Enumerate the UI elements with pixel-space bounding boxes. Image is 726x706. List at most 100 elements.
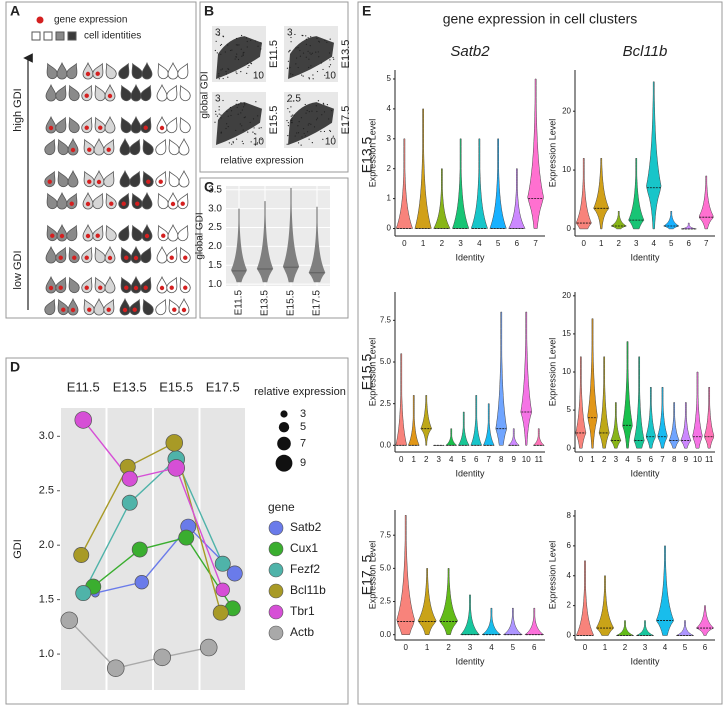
bubble (214, 555, 231, 572)
point-texture (215, 40, 217, 42)
x-tick-label: 3 (614, 455, 619, 464)
point-texture (219, 44, 222, 46)
point-texture (295, 63, 297, 65)
cell-drop (177, 224, 189, 242)
y-tick-label: 1.0 (39, 648, 54, 660)
legend-swatch (268, 562, 284, 578)
legend-text: 5 (300, 421, 306, 433)
violin (575, 560, 595, 636)
cell-drop (129, 170, 141, 188)
panel-d-frame (5, 357, 349, 705)
cell-drop (130, 115, 142, 134)
point-texture (242, 53, 244, 55)
expression-dot (172, 307, 177, 312)
point-texture (300, 117, 303, 119)
expression-dot (183, 255, 188, 260)
cell-drop (141, 223, 153, 242)
cell-drop (105, 192, 117, 210)
point-texture (290, 73, 292, 75)
x-tick-label: E15.5 (159, 379, 193, 394)
point-texture (306, 109, 308, 112)
cell-drop (120, 84, 132, 102)
x-tick-label: 5 (511, 643, 516, 652)
bubble (226, 565, 243, 582)
cell-drop (120, 276, 132, 294)
x-tick-label: 6 (515, 239, 520, 248)
cell-drop (179, 246, 191, 264)
cell-drop (103, 138, 115, 156)
series-line (68, 619, 209, 669)
point-texture (250, 62, 252, 64)
cell-drop (129, 138, 141, 156)
point-texture (255, 77, 257, 79)
expression-dot (72, 255, 77, 260)
point-texture (255, 133, 257, 135)
expression-dot (109, 201, 114, 206)
point-texture (302, 35, 304, 37)
legend-swatch (268, 541, 284, 557)
x-tick-label: E13.5 (260, 290, 271, 317)
x-tick-label: 3 (437, 455, 442, 464)
cell-drop (93, 297, 105, 316)
panel-label: D (10, 359, 20, 375)
cell-drop (81, 276, 93, 294)
point-texture (286, 119, 288, 122)
x-tick-label: 10 (253, 137, 265, 148)
legend-text: Actb (290, 625, 314, 639)
expression-dot (144, 233, 150, 239)
cell-drop (155, 298, 167, 316)
point-texture (292, 74, 294, 76)
y-tick-label: 2.5 (380, 399, 392, 408)
expression-dot (181, 307, 187, 313)
point-texture (236, 99, 238, 102)
point-texture (218, 113, 220, 115)
y-tick-label: 0.0 (380, 440, 392, 449)
point-texture (256, 142, 259, 144)
y-axis-label: global GDI (195, 212, 206, 259)
panel-title: gene expression in cell clusters (443, 11, 638, 27)
x-tick-label: 7 (660, 455, 665, 464)
point-texture (318, 40, 320, 42)
cell-drop (55, 84, 67, 102)
point-texture (287, 135, 289, 137)
cell-drop (55, 276, 67, 294)
expression-dot (85, 233, 91, 239)
expression-dot (106, 307, 111, 312)
point-texture (302, 75, 304, 77)
y-tick-label: 2 (567, 601, 572, 610)
y-tick-label: 5.0 (380, 357, 392, 366)
x-tick-label: 8 (672, 455, 677, 464)
violin (420, 395, 433, 446)
point-texture (290, 119, 292, 122)
cell-drop (141, 61, 153, 80)
point-texture (215, 110, 217, 112)
violin (407, 395, 420, 446)
y-tick-label: 10 (562, 367, 571, 376)
point-texture (235, 71, 237, 73)
expression-dot (124, 255, 129, 260)
y-axis-label: Expression Level (547, 541, 557, 610)
point-texture (291, 114, 294, 116)
cell-drop (131, 62, 143, 80)
cell-drop (67, 169, 79, 188)
point-texture (323, 111, 326, 113)
bubble (167, 459, 186, 477)
point-cloud (216, 36, 262, 79)
x-tick-label: 5 (496, 239, 501, 248)
x-tick-label: 0 (403, 643, 408, 652)
cell-drop (82, 61, 94, 80)
point-texture (227, 76, 229, 78)
x-tick-label: 10 (325, 137, 337, 148)
cell-drop (157, 192, 169, 210)
point-texture (322, 138, 324, 140)
x-tick-label: 10 (522, 455, 531, 464)
x-tick-label: 9 (684, 455, 689, 464)
cell-drop (56, 61, 68, 80)
x-tick-label: E13.5 (113, 379, 147, 394)
point-texture (297, 132, 300, 134)
violin (502, 607, 524, 635)
expression-dot (159, 285, 165, 291)
violin (680, 402, 692, 449)
point-texture (258, 72, 261, 74)
point-texture (246, 72, 248, 74)
